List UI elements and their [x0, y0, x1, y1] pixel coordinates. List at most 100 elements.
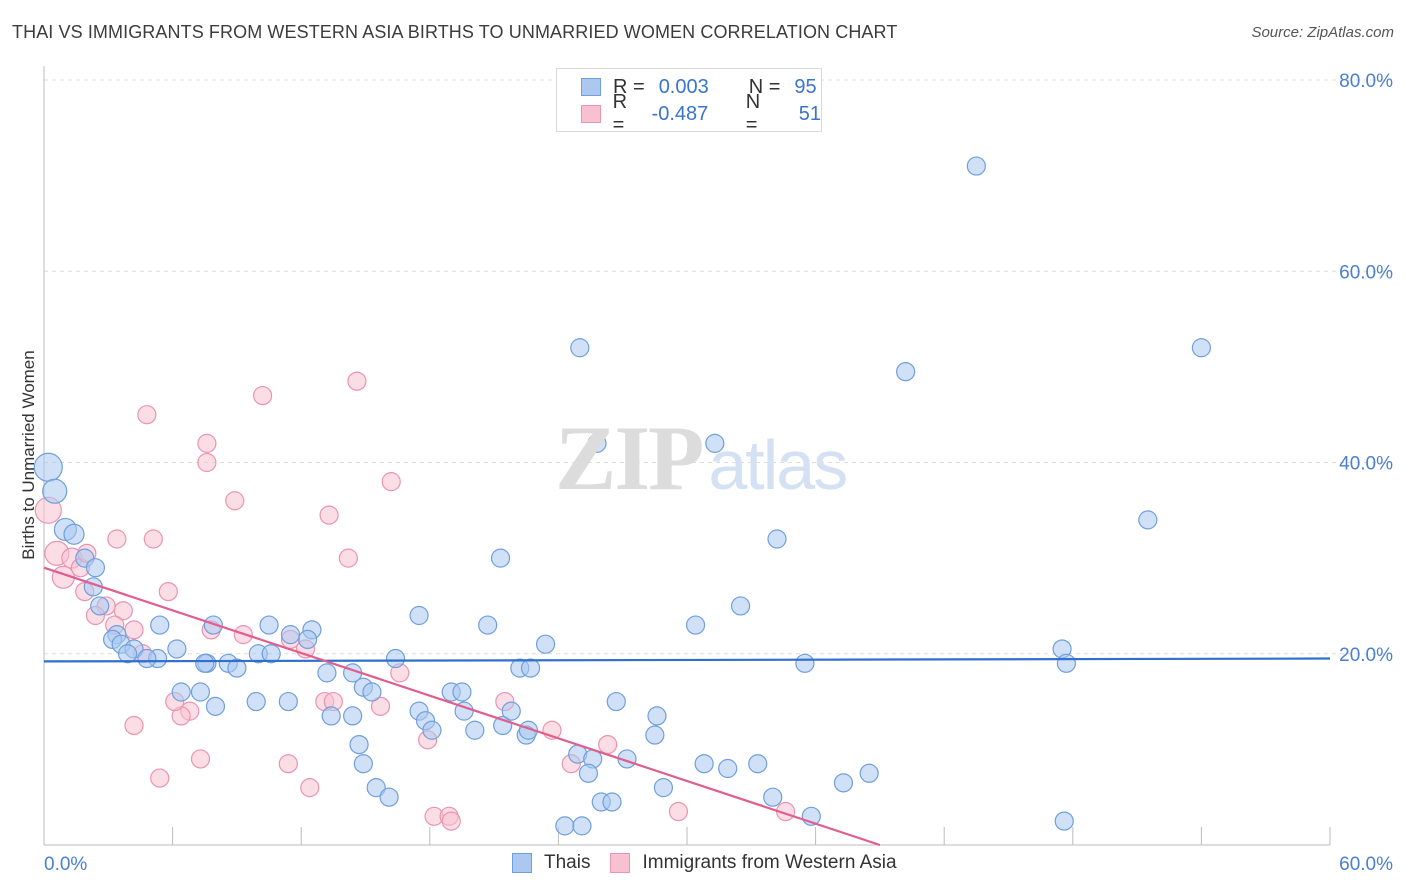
y-tick-label: 60.0%	[1339, 262, 1393, 283]
immigrants-point	[347, 371, 367, 391]
thais-point	[490, 548, 511, 568]
thais-point	[606, 691, 626, 712]
legend-immigrants-label: Immigrants from Western Asia	[642, 852, 897, 873]
thais-point	[259, 615, 279, 635]
legend-n-label: N =	[748, 75, 781, 98]
immigrants-point	[278, 754, 298, 774]
series-legend: Thais Immigrants from Western Asia	[512, 852, 917, 874]
thais-point	[465, 720, 485, 740]
thais-point	[1056, 653, 1076, 673]
immigrants-swatch	[610, 853, 631, 873]
thais-point	[385, 648, 406, 669]
thais-point	[117, 644, 138, 664]
immigrants-point	[225, 491, 245, 511]
immigrants-point	[598, 734, 618, 755]
thais-point	[379, 787, 399, 807]
thais-point	[555, 816, 575, 836]
legend-n-value: 95	[794, 75, 817, 98]
immigrants-point	[137, 405, 157, 425]
thais-point	[578, 763, 599, 783]
watermark-atlas: atlas	[708, 426, 848, 504]
thais-swatch	[512, 853, 532, 873]
thais-point	[685, 615, 706, 635]
grid-lines	[44, 79, 1392, 655]
thais-point	[203, 615, 223, 635]
thais-point	[1138, 510, 1158, 530]
thais-point	[90, 596, 110, 616]
source-label: Source: ZipAtlas.com	[1251, 24, 1394, 41]
correlation-legend: R = 0.003 N = 95 R = -0.487 N = 51	[556, 68, 822, 136]
immigrants-swatch	[581, 105, 601, 123]
thais-point	[137, 648, 157, 669]
immigrants-point	[300, 778, 320, 798]
legend-row-immigrants: R = -0.487 N = 51	[581, 91, 821, 136]
thais-point	[171, 682, 191, 702]
x-tick-label: 60.0%	[1339, 854, 1393, 875]
thais-trend-line	[43, 657, 1331, 663]
thais-point	[422, 720, 442, 740]
legend-item-immigrants: Immigrants from Western Asia	[610, 852, 897, 874]
thais-point	[694, 754, 714, 774]
thais-point	[343, 706, 363, 726]
thais-point	[205, 696, 226, 716]
immigrants-point	[381, 472, 401, 492]
thais-point	[535, 634, 556, 654]
thais-point	[280, 625, 301, 645]
thais-point	[587, 433, 607, 453]
thais-point	[321, 706, 341, 726]
thais-point	[896, 362, 916, 382]
thais-swatch	[581, 78, 601, 96]
legend-thais-label: Thais	[544, 852, 591, 873]
immigrants-point	[338, 548, 358, 568]
thais-point	[298, 629, 318, 650]
thais-point	[748, 754, 768, 774]
thais-point	[653, 778, 674, 798]
legend-r-value: -0.487	[651, 102, 709, 125]
thais-point	[647, 706, 667, 726]
thais-point	[645, 725, 665, 745]
immigrants-point	[150, 768, 170, 788]
thais-point	[85, 558, 106, 578]
thais-point	[1191, 338, 1212, 358]
thais-point	[278, 691, 298, 712]
thais-point	[966, 156, 986, 176]
thais-point	[33, 452, 63, 482]
immigrants-point	[668, 801, 689, 822]
thais-point	[409, 605, 429, 626]
thais-point	[261, 644, 281, 664]
legend-row-thais: R = 0.003 N = 95	[581, 76, 817, 98]
thais-point	[520, 658, 541, 678]
thais-point	[150, 615, 170, 635]
thais-point	[362, 682, 382, 702]
thais-point	[833, 773, 854, 793]
immigrants-point	[197, 433, 217, 453]
thais-point	[859, 763, 879, 783]
immigrants-trend-line	[43, 566, 881, 847]
thais-point	[572, 816, 592, 836]
thais-point	[570, 338, 590, 358]
thais-point	[452, 682, 472, 702]
immigrants-point	[158, 581, 178, 602]
immigrants-point	[370, 696, 391, 716]
immigrants-point	[441, 811, 461, 831]
legend-r-value: 0.003	[658, 75, 709, 98]
thais-point	[366, 778, 386, 798]
immigrants-point	[143, 529, 163, 549]
watermark-zip: ZIP	[555, 407, 704, 509]
immigrants-point	[124, 715, 144, 736]
thais-point	[167, 639, 187, 659]
y-tick-label: 80.0%	[1339, 71, 1393, 92]
immigrants-point	[190, 749, 211, 769]
immigrants-point	[319, 505, 339, 525]
legend-n-value: 51	[798, 102, 821, 125]
thais-point	[227, 658, 247, 678]
thais-point	[190, 682, 211, 702]
thais-point	[730, 596, 751, 616]
legend-r-label: R =	[613, 75, 645, 98]
thais-point	[763, 787, 783, 807]
y-tick-label: 20.0%	[1339, 645, 1393, 666]
immigrants-point	[107, 529, 127, 549]
thais-point	[602, 792, 622, 812]
thais-points	[33, 156, 1212, 836]
thais-point	[317, 663, 337, 683]
